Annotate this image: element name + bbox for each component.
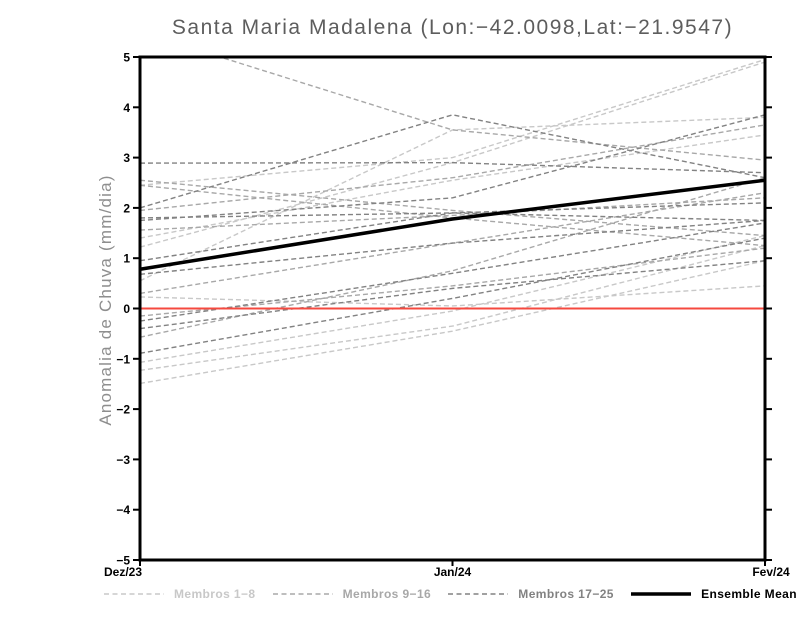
svg-text:−1: −1 (116, 352, 130, 366)
svg-text:Fev/24: Fev/24 (752, 565, 790, 579)
legend-label: Membros 9−16 (342, 587, 432, 601)
legend-label: Membros 17−25 (518, 587, 614, 601)
svg-text:−2: −2 (116, 403, 130, 417)
svg-text:4: 4 (123, 101, 130, 115)
dashed-line-sample-dark (448, 593, 509, 595)
chart-title: Santa Maria Madalena (Lon:−42.0098,Lat:−… (171, 16, 734, 39)
svg-text:2: 2 (123, 201, 130, 215)
svg-text:3: 3 (123, 151, 130, 165)
legend-item-membros-17-25: Membros 17−25 (447, 587, 614, 601)
legend-item-ensemble-mean: Ensemble Mean (630, 587, 797, 601)
svg-text:−4: −4 (116, 503, 130, 517)
svg-text:−3: −3 (116, 453, 130, 467)
dashed-line-sample-light (104, 593, 164, 595)
legend-label: Membros 1−8 (174, 587, 256, 601)
svg-text:Dez/23: Dez/23 (104, 565, 142, 579)
svg-text:1: 1 (123, 252, 130, 266)
svg-text:−5: −5 (116, 554, 130, 568)
svg-text:5: 5 (123, 51, 130, 65)
dashed-line-sample-medium (272, 593, 333, 595)
solid-line-sample-mean (631, 592, 692, 596)
legend-item-membros-1-8: Membros 1−8 (103, 587, 255, 601)
svg-text:0: 0 (123, 302, 130, 316)
legend-label: Ensemble Mean (701, 587, 797, 601)
legend: Membros 1−8 Membros 9−16 Membros 17−25 E… (103, 585, 797, 603)
svg-text:Jan/24: Jan/24 (434, 565, 472, 579)
legend-item-membros-9-16: Membros 9−16 (272, 587, 432, 601)
